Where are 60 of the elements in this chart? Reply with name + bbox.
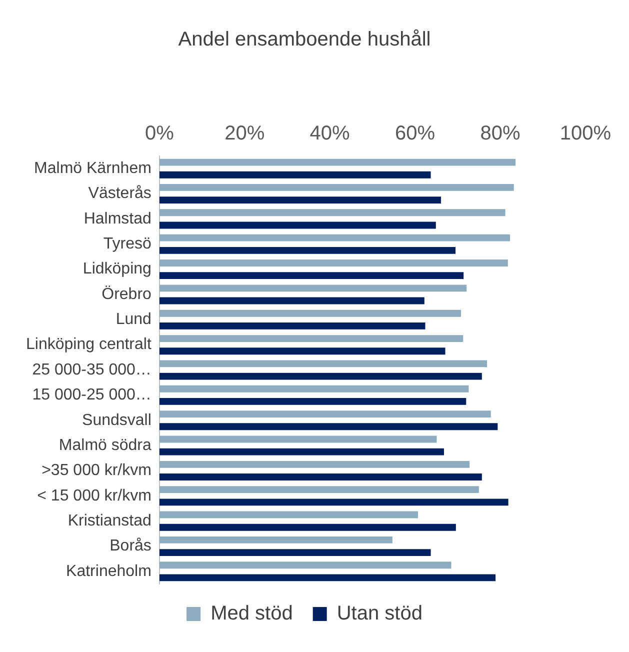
bar (159, 524, 456, 531)
legend-label: Utan stöd (336, 602, 422, 625)
bar (159, 272, 464, 280)
bar (159, 436, 437, 443)
bar (159, 322, 426, 330)
bar (159, 246, 456, 254)
y-tick-label: Halmstad (84, 210, 152, 228)
bar (159, 310, 462, 317)
bar (159, 511, 418, 518)
bar (159, 360, 488, 368)
bar (159, 260, 508, 266)
y-tick-label: Tyresö (103, 236, 152, 253)
y-tick-label: Katrineholm (66, 562, 152, 580)
bar (159, 423, 498, 430)
bar (159, 536, 392, 544)
bar (159, 549, 431, 556)
y-tick-label: Lund (116, 311, 152, 328)
bar (159, 460, 470, 468)
y-tick-label: < 15 000 kr/kvm (37, 487, 152, 504)
y-tick-label: Västerås (88, 185, 152, 202)
bar (159, 335, 464, 342)
bar (159, 234, 510, 242)
y-tick-label: Malmö södra (58, 436, 152, 454)
x-tick-label: 100% (560, 122, 612, 145)
x-tick-label: 20% (224, 122, 265, 145)
bar (159, 171, 431, 178)
bar (159, 498, 508, 506)
x-tick-label: 40% (310, 122, 350, 145)
y-tick-label: Lidköping (82, 260, 152, 278)
bar (159, 372, 482, 380)
bar (159, 158, 516, 166)
bar (159, 222, 436, 229)
bar (159, 574, 496, 582)
bar (159, 297, 424, 304)
bar (159, 562, 452, 569)
bar (159, 474, 482, 480)
bar (159, 448, 444, 456)
chart-title: Andel ensamboende hushåll (178, 28, 431, 51)
bar (159, 398, 466, 405)
bar (159, 385, 469, 392)
y-tick-label: Linköping centralt (26, 336, 152, 354)
y-tick-label: 15 000-25 000… (32, 386, 152, 404)
bar (159, 486, 479, 494)
bar (159, 184, 514, 191)
y-tick-label: Malmö Kärnhem (34, 160, 152, 177)
y-tick-label: Örebro (102, 284, 152, 303)
y-tick-label: Sundsvall (82, 412, 152, 429)
x-tick-label: 80% (480, 122, 520, 145)
legend-label: Med stöd (210, 602, 293, 625)
x-tick-label: 0% (144, 122, 174, 145)
y-tick-label: >35 000 kr/kvm (42, 462, 152, 480)
y-tick-label: 25 000-35 000… (32, 361, 152, 378)
bar (159, 196, 442, 204)
bar (159, 284, 467, 292)
y-tick-label: Borås (110, 538, 152, 555)
x-tick-label: 60% (395, 122, 436, 145)
bar (159, 209, 506, 216)
bar (159, 410, 491, 418)
bar (159, 348, 446, 355)
y-tick-label: Kristianstad (68, 512, 152, 530)
